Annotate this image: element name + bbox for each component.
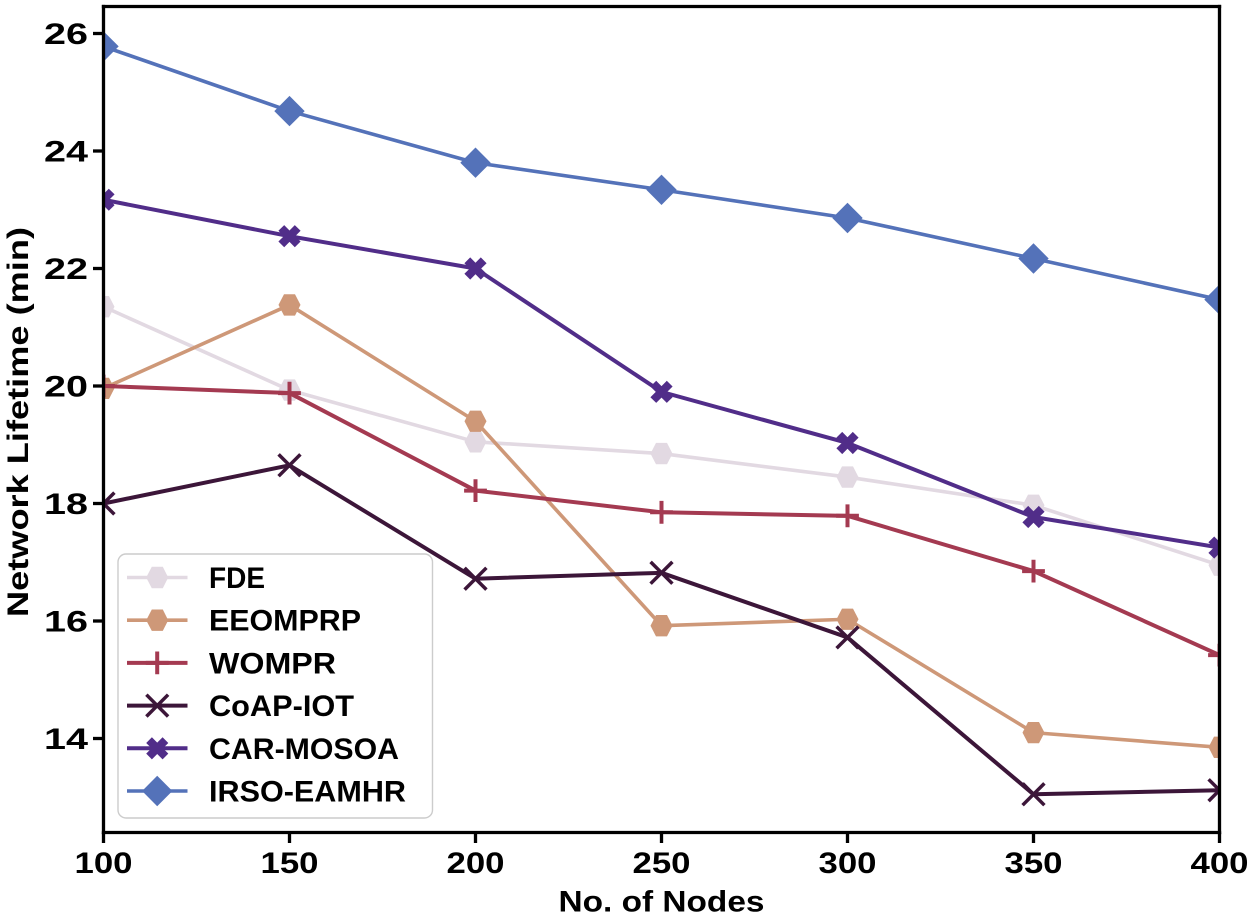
svg-text:300: 300 [819, 847, 877, 880]
svg-text:20: 20 [44, 371, 88, 404]
svg-text:16: 16 [44, 606, 88, 639]
svg-text:14: 14 [44, 723, 89, 756]
svg-text:200: 200 [447, 847, 505, 880]
svg-text:No. of Nodes: No. of Nodes [559, 886, 765, 919]
svg-text:350: 350 [1005, 847, 1063, 880]
svg-text:24: 24 [44, 136, 89, 169]
svg-text:CAR-MOSOA: CAR-MOSOA [209, 733, 399, 766]
svg-text:22: 22 [44, 253, 88, 286]
svg-text:EEOMPRP: EEOMPRP [209, 605, 361, 638]
svg-text:26: 26 [44, 18, 88, 51]
svg-text:100: 100 [75, 847, 133, 880]
svg-text:IRSO-EAMHR: IRSO-EAMHR [209, 776, 406, 809]
svg-text:250: 250 [633, 847, 691, 880]
svg-text:Network Lifetime (min): Network Lifetime (min) [2, 227, 35, 617]
svg-text:CoAP-IOT: CoAP-IOT [209, 690, 354, 723]
svg-text:150: 150 [261, 847, 319, 880]
svg-text:FDE: FDE [209, 562, 265, 595]
svg-text:WOMPR: WOMPR [209, 647, 336, 680]
svg-text:400: 400 [1191, 847, 1249, 880]
svg-text:18: 18 [44, 488, 88, 521]
